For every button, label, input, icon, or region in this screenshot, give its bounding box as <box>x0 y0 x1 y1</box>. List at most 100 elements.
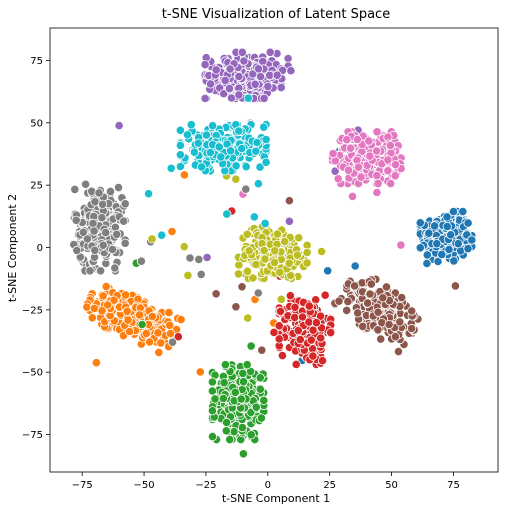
scatter-point <box>237 47 247 57</box>
scatter-point <box>270 246 280 256</box>
scatter-point <box>72 245 82 256</box>
x-tick-label: 75 <box>447 480 460 491</box>
scatter-point <box>238 368 248 378</box>
scatter-point <box>231 161 241 171</box>
scatter-point <box>224 84 235 94</box>
scatter-point <box>433 256 443 267</box>
scatter-point <box>444 244 454 255</box>
scatter-point-outlier <box>269 327 279 337</box>
scatter-point <box>197 162 207 172</box>
scatter-point <box>207 386 217 396</box>
scatter-point <box>424 228 434 238</box>
scatter-point <box>372 170 382 180</box>
scatter-point <box>265 47 275 57</box>
scatter-point-outlier <box>194 254 204 264</box>
scatter-point <box>90 197 100 207</box>
scatter-point <box>165 328 175 339</box>
scatter-point <box>275 267 285 277</box>
scatter-point <box>364 136 374 146</box>
scatter-point <box>415 218 425 228</box>
scatter-point <box>320 290 330 300</box>
scatter-point <box>123 315 133 325</box>
scatter-point <box>241 162 251 172</box>
scatter-point <box>207 431 218 442</box>
scatter-point <box>362 298 373 308</box>
scatter-point <box>285 291 295 301</box>
scatter-point <box>384 319 394 330</box>
scatter-point <box>383 166 393 176</box>
y-tick-label: −75 <box>22 430 43 441</box>
scatter-point <box>317 356 328 366</box>
scatter-point-outlier <box>179 170 189 180</box>
scatter-point <box>242 360 252 370</box>
scatter-point <box>463 244 473 254</box>
scatter-point-outlier <box>167 337 178 347</box>
scatter-point <box>234 90 244 100</box>
scatter-point <box>70 184 80 194</box>
scatter-point <box>372 127 382 137</box>
scatter-point <box>316 333 326 343</box>
scatter-point <box>311 295 321 305</box>
scatter-point <box>220 360 230 370</box>
scatter-point-outlier <box>166 163 176 173</box>
scatter-point <box>145 337 155 347</box>
scatter-point-outlier <box>157 230 167 240</box>
scatter-point <box>256 413 266 423</box>
scatter-point <box>259 395 269 405</box>
scatter-point <box>89 226 99 236</box>
scatter-point-outlier <box>255 373 265 383</box>
scatter-point <box>395 317 405 327</box>
scatter-point-outlier <box>453 239 463 249</box>
scatter-point <box>246 430 256 440</box>
scatter-point <box>207 406 217 416</box>
scatter-point <box>353 162 364 172</box>
scatter-point <box>366 279 376 289</box>
scatter-point <box>221 426 231 436</box>
y-tick-label: 75 <box>30 56 43 67</box>
scatter-point <box>286 270 296 281</box>
scatter-point <box>120 238 130 248</box>
scatter-point <box>284 258 294 268</box>
scatter-point <box>222 417 232 428</box>
scatter-point <box>294 233 304 243</box>
scatter-point <box>237 143 247 154</box>
scatter-point <box>175 150 185 160</box>
scatter-point-outlier <box>249 212 259 222</box>
scatter-point <box>225 434 235 445</box>
scatter-point <box>112 229 122 239</box>
y-axis-label: t-SNE Component 2 <box>6 194 19 302</box>
scatter-point <box>208 121 218 131</box>
scatter-point <box>269 257 280 268</box>
x-tick-label: 0 <box>265 480 271 491</box>
scatter-point <box>343 165 354 175</box>
scatter-point <box>293 325 303 336</box>
scatter-point <box>251 146 261 156</box>
scatter-point <box>260 254 270 264</box>
scatter-point <box>407 306 417 316</box>
scatter-point <box>449 256 459 266</box>
scatter-point <box>239 56 249 66</box>
scatter-point <box>437 250 447 260</box>
scatter-point <box>141 328 151 338</box>
chart-title: t-SNE Visualization of Latent Space <box>162 7 390 22</box>
scatter-point <box>205 148 215 158</box>
scatter-point <box>277 350 287 361</box>
scatter-point <box>263 81 273 92</box>
scatter-point <box>219 378 229 388</box>
scatter-point-outlier <box>311 318 321 328</box>
scatter-point <box>225 64 235 74</box>
scatter-point <box>406 323 417 334</box>
scatter-point-outlier <box>284 196 294 206</box>
scatter-point <box>121 290 131 300</box>
x-tick-label: −75 <box>72 480 93 491</box>
x-tick-label: 25 <box>323 480 336 491</box>
scatter-point <box>255 384 265 394</box>
scatter-point <box>259 93 269 104</box>
scatter-point-outlier <box>137 319 147 330</box>
scatter-point <box>315 311 326 321</box>
scatter-point <box>193 138 203 148</box>
scatter-point-outlier <box>231 174 241 184</box>
scatter-point <box>326 327 336 338</box>
scatter-point <box>274 321 284 331</box>
